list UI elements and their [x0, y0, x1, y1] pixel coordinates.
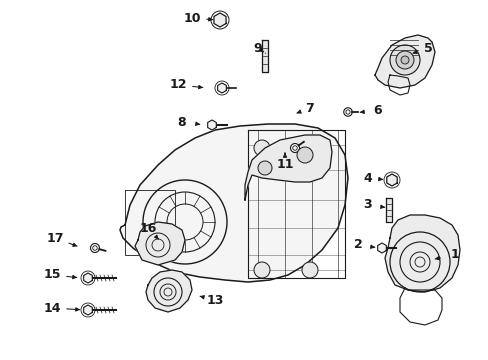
Circle shape — [302, 140, 317, 156]
Circle shape — [290, 144, 299, 153]
Text: 3: 3 — [363, 198, 371, 211]
Circle shape — [395, 51, 413, 69]
Polygon shape — [244, 135, 331, 200]
Circle shape — [90, 243, 99, 252]
Text: 2: 2 — [353, 238, 362, 252]
Polygon shape — [83, 273, 92, 283]
Text: 9: 9 — [253, 41, 262, 54]
Circle shape — [302, 262, 317, 278]
Text: 6: 6 — [373, 104, 382, 117]
Text: 7: 7 — [305, 102, 314, 114]
Text: 13: 13 — [206, 293, 223, 306]
Circle shape — [258, 161, 271, 175]
Text: 12: 12 — [169, 78, 186, 91]
Text: 10: 10 — [183, 12, 201, 24]
Circle shape — [296, 147, 312, 163]
Text: 5: 5 — [423, 41, 431, 54]
Polygon shape — [135, 222, 184, 265]
Text: 11: 11 — [276, 158, 293, 171]
Polygon shape — [120, 124, 347, 282]
Polygon shape — [146, 270, 192, 312]
Text: 4: 4 — [363, 171, 372, 184]
Circle shape — [253, 262, 269, 278]
Polygon shape — [207, 120, 216, 130]
Polygon shape — [83, 305, 92, 315]
Circle shape — [389, 45, 419, 75]
Circle shape — [253, 140, 269, 156]
Polygon shape — [374, 35, 434, 88]
Polygon shape — [386, 174, 396, 186]
Polygon shape — [217, 83, 226, 93]
Polygon shape — [262, 40, 267, 72]
Text: 17: 17 — [46, 231, 63, 244]
Text: 14: 14 — [43, 302, 61, 315]
Text: 16: 16 — [139, 221, 156, 234]
Text: 15: 15 — [43, 269, 61, 282]
Polygon shape — [384, 215, 459, 292]
Text: 8: 8 — [177, 116, 186, 129]
Polygon shape — [214, 13, 225, 27]
Polygon shape — [377, 243, 386, 253]
Circle shape — [343, 108, 351, 116]
Polygon shape — [385, 198, 391, 222]
Circle shape — [400, 56, 408, 64]
Text: 1: 1 — [450, 248, 458, 261]
